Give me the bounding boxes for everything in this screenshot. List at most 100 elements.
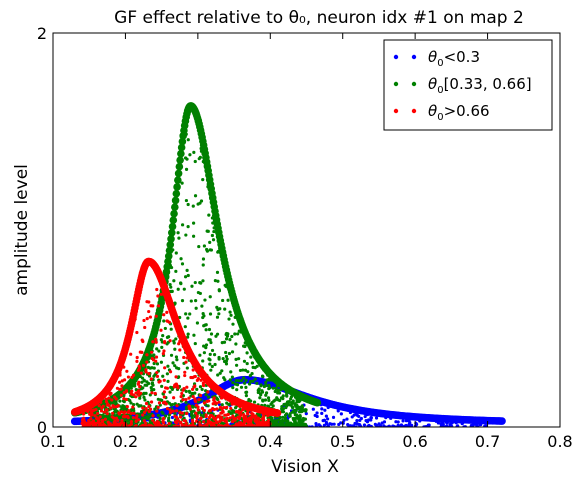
- scatter-point: [239, 379, 244, 383]
- scatter-point: [147, 300, 151, 304]
- scatter-point: [107, 414, 111, 419]
- scatter-point: [135, 330, 139, 335]
- scatter-point: [290, 401, 294, 405]
- axis-ticks: 0.1 0.2 0.3 0.4 0.5 0.6 0.7 0.8 0 2: [37, 24, 573, 451]
- scatter-point: [145, 360, 149, 364]
- scatter-point: [202, 244, 207, 248]
- scatter-point: [208, 240, 212, 244]
- x-tick-label: 0.6: [402, 432, 427, 451]
- scatter-point: [228, 416, 232, 420]
- scatter-point: [223, 307, 227, 311]
- scatter-point: [247, 424, 251, 427]
- scatter-point: [353, 421, 357, 426]
- scatter-point: [289, 403, 293, 407]
- scatter-point: [186, 138, 190, 142]
- scatter-point: [102, 422, 106, 427]
- scatter-point: [185, 366, 189, 370]
- x-tick-label: 0.5: [330, 432, 355, 451]
- scatter-point: [337, 422, 341, 427]
- scatter-point: [267, 387, 271, 391]
- curve-point: [166, 241, 175, 249]
- scatter-point: [140, 338, 144, 342]
- scatter-point: [134, 388, 138, 392]
- scatter-point: [187, 424, 191, 427]
- scatter-point: [197, 157, 201, 161]
- legend-marker: [393, 108, 399, 114]
- scatter-point: [270, 423, 275, 427]
- scatter-point: [326, 424, 331, 427]
- scatter-point: [192, 333, 196, 337]
- scatter-point: [169, 403, 173, 407]
- y-tick-label: 2: [37, 24, 47, 43]
- scatter-point: [237, 379, 241, 383]
- scatter-point: [244, 385, 248, 390]
- scatter-point: [180, 181, 184, 185]
- plot-marks: [70, 102, 506, 427]
- scatter-point: [242, 422, 246, 426]
- scatter-point: [233, 382, 238, 386]
- scatter-point: [222, 359, 227, 364]
- scatter-point: [301, 416, 306, 421]
- scatter-point: [239, 410, 243, 414]
- legend-marker: [393, 54, 399, 60]
- scatter-point: [294, 413, 299, 417]
- scatter-point: [177, 236, 181, 240]
- scatter-point: [150, 356, 154, 361]
- scatter-point: [304, 412, 308, 416]
- scatter-point: [273, 389, 277, 394]
- scatter-point: [160, 384, 164, 388]
- scatter-point: [212, 424, 216, 427]
- scatter-point: [144, 370, 148, 374]
- scatter-point: [138, 396, 142, 400]
- scatter-point: [236, 332, 240, 336]
- scatter-point: [173, 364, 177, 368]
- scatter-point: [95, 411, 100, 416]
- scatter-point: [166, 364, 170, 368]
- scatter-point: [193, 194, 198, 198]
- scatter-point: [151, 414, 155, 418]
- scatter-point: [156, 294, 160, 298]
- curve-point: [498, 417, 506, 425]
- scatter-point: [159, 328, 163, 332]
- scatter-point: [144, 368, 148, 372]
- scatter-point: [120, 384, 124, 388]
- scatter-point: [235, 363, 239, 367]
- scatter-point: [200, 304, 204, 308]
- scatter-point: [231, 322, 235, 326]
- scatter-point: [276, 398, 280, 402]
- scatter-point: [113, 423, 118, 427]
- scatter-point: [217, 357, 221, 361]
- scatter-point: [150, 391, 154, 395]
- scatter-point: [151, 383, 155, 387]
- scatter-point: [172, 339, 176, 343]
- scatter-point: [133, 424, 137, 427]
- scatter-point: [231, 381, 235, 385]
- scatter-point: [144, 401, 149, 406]
- scatter-point: [145, 380, 149, 384]
- scatter-point: [173, 414, 177, 418]
- scatter-point: [122, 378, 127, 382]
- scatter-point: [179, 282, 183, 286]
- scatter-point: [227, 317, 231, 321]
- scatter-point: [126, 375, 131, 379]
- scatter-point: [163, 326, 167, 331]
- scatter-point: [143, 383, 147, 387]
- scatter-point: [184, 411, 189, 416]
- scatter-point: [217, 402, 222, 407]
- scatter-point: [220, 403, 224, 407]
- scatter-point: [167, 320, 171, 324]
- scatter-point: [188, 153, 192, 157]
- scatter-point: [285, 394, 289, 398]
- scatter-point: [159, 360, 163, 364]
- scatter-point: [161, 333, 165, 338]
- scatter-point: [191, 234, 196, 238]
- scatter-point: [339, 412, 343, 416]
- scatter-point: [151, 418, 155, 422]
- scatter-point: [132, 402, 136, 407]
- scatter-point: [155, 370, 159, 375]
- scatter-point: [197, 398, 201, 402]
- scatter-point: [198, 201, 202, 205]
- scatter-point: [107, 396, 111, 400]
- scatter-point: [289, 421, 293, 425]
- scatter-point: [217, 288, 221, 292]
